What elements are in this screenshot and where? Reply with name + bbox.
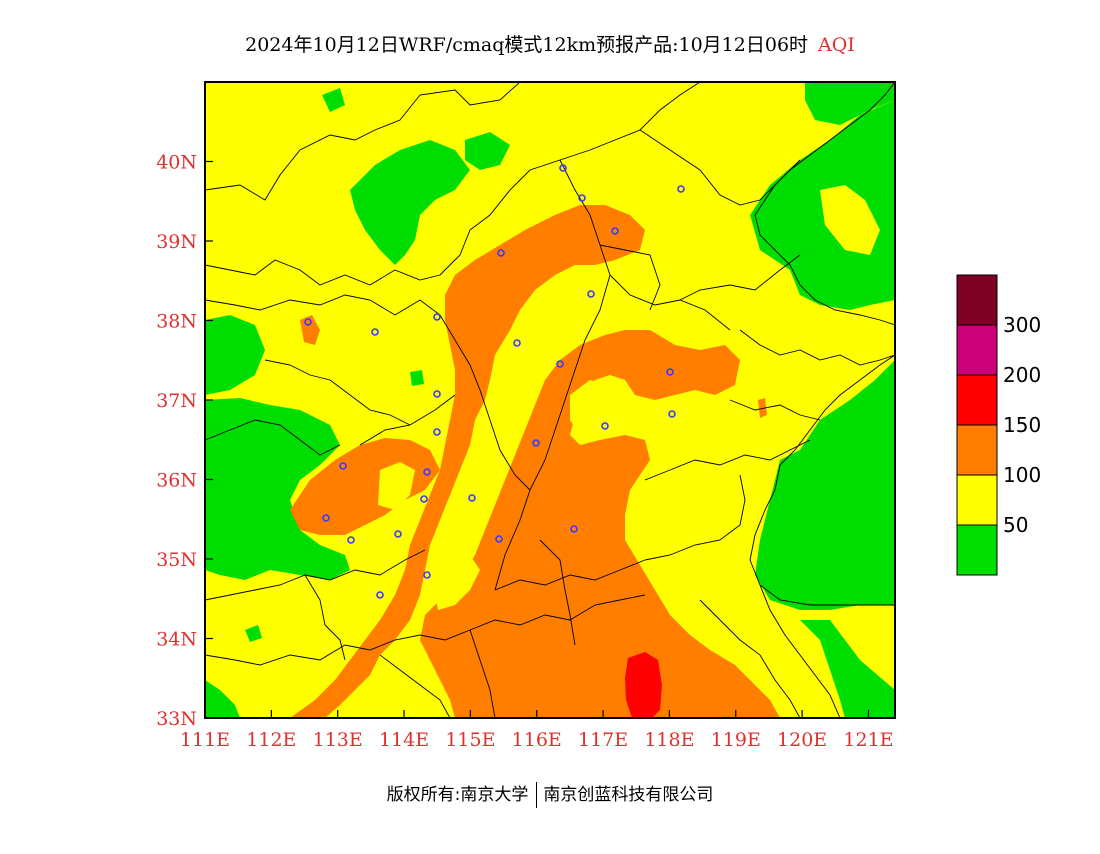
aqi-moderate-hole-2 <box>570 380 625 435</box>
footer-copyright: 版权所有:南京大学 <box>386 785 529 805</box>
x-tick-label: 112E <box>246 729 296 751</box>
axis-layer: 111E 112E 113E 114E 115E 116E 117E 118E 119E 120E… <box>156 152 893 752</box>
city-marker <box>304 318 312 326</box>
legend-label: 50 <box>1003 513 1028 537</box>
legend-label: 150 <box>1003 413 1041 437</box>
aqi-good-sw-coast <box>800 620 895 718</box>
city-marker <box>556 360 564 368</box>
y-tick-label: 35N <box>156 549 197 571</box>
x-tick-label: 113E <box>313 729 363 751</box>
footer-company: 南京创蓝科技有限公司 <box>543 785 714 805</box>
y-tick-label: 37N <box>156 390 197 412</box>
aqi-good-sw-corner <box>205 680 240 718</box>
city-marker <box>420 495 428 503</box>
city-marker <box>423 468 431 476</box>
city-marker <box>433 390 441 398</box>
legend-swatch <box>956 474 998 526</box>
city-marker <box>423 571 431 579</box>
aqi-field <box>205 82 895 718</box>
footer-separator <box>536 782 538 808</box>
city-marker <box>601 422 609 430</box>
x-tick-label: 116E <box>512 729 562 751</box>
legend-swatch <box>956 524 998 576</box>
x-tick-label: 114E <box>379 729 429 751</box>
x-tick-label: 121E <box>843 729 893 751</box>
city-marker <box>433 313 441 321</box>
city-marker <box>587 290 595 298</box>
city-marker <box>497 249 505 257</box>
aqi-good-north-dot <box>322 88 345 112</box>
legend-swatch <box>956 274 998 326</box>
y-tick-label: 40N <box>156 152 197 174</box>
aqi-good-small-1 <box>245 625 262 642</box>
aqi-good-small-2 <box>410 370 424 386</box>
aqi-orange-west-lobe <box>290 438 440 535</box>
x-tick-label: 120E <box>777 729 827 751</box>
city-marker <box>570 525 578 533</box>
aqi-moderate-hole-3 <box>378 462 415 510</box>
city-marker <box>376 591 384 599</box>
aqi-orange-small-east <box>758 398 767 418</box>
legend-swatch <box>956 324 998 376</box>
aqi-orange-main-band <box>290 205 645 718</box>
aqi-good-north-east <box>805 82 895 125</box>
legend-swatch <box>956 424 998 476</box>
legend-label: 100 <box>1003 463 1041 487</box>
city-marker <box>513 339 521 347</box>
y-tick-label: 38N <box>156 311 197 333</box>
city-marker <box>611 227 619 235</box>
aqi-good-west-2 <box>205 398 350 580</box>
x-tick-label: 115E <box>445 729 495 751</box>
city-marker <box>468 494 476 502</box>
chart-title: 2024年10月12日WRF/cmaq模式12km预报产品:10月12日06时 A… <box>0 30 1100 57</box>
y-tick-label: 33N <box>156 708 197 730</box>
city-marker <box>339 462 347 470</box>
title-variable: AQI <box>818 34 855 56</box>
city-marker <box>394 530 402 538</box>
aqi-good-north-patch <box>350 140 470 265</box>
aqi-good-west-1 <box>205 315 265 395</box>
city-marker <box>371 328 379 336</box>
city-marker <box>668 410 676 418</box>
aqi-good-north-patch2 <box>465 132 510 170</box>
city-markers <box>304 164 685 599</box>
city-marker <box>347 536 355 544</box>
city-marker <box>322 514 330 522</box>
aqi-good-yellow-sea <box>755 360 895 610</box>
title-main: 2024年10月12日WRF/cmaq模式12km预报产品:10月12日06时 <box>245 34 809 56</box>
aqi-good-bohai-notch <box>820 185 880 255</box>
x-tick-label: 119E <box>711 729 761 751</box>
x-tick-label: 117E <box>578 729 628 751</box>
city-marker <box>677 185 685 193</box>
aqi-moderate-hole-4 <box>432 555 480 610</box>
legend-label: 300 <box>1003 313 1041 337</box>
city-marker <box>666 368 674 376</box>
x-tick-label: 118E <box>644 729 694 751</box>
y-tick-label: 34N <box>156 629 197 651</box>
city-marker <box>433 428 441 436</box>
footer: 版权所有:南京大学 南京创蓝科技有限公司 <box>0 780 1100 808</box>
legend-swatch <box>956 374 998 426</box>
legend: 50 100 150 200 300 <box>956 274 1041 576</box>
city-marker <box>495 535 503 543</box>
coastline <box>749 82 895 718</box>
city-marker <box>559 164 567 172</box>
city-marker <box>578 194 586 202</box>
legend-label: 200 <box>1003 363 1041 387</box>
aqi-orange-east-band <box>420 330 780 718</box>
city-marker <box>532 439 540 447</box>
y-tick-label: 39N <box>156 231 197 253</box>
y-tick-label: 36N <box>156 470 197 492</box>
aqi-red-hotspot <box>625 652 662 718</box>
x-tick-label: 111E <box>180 729 230 751</box>
